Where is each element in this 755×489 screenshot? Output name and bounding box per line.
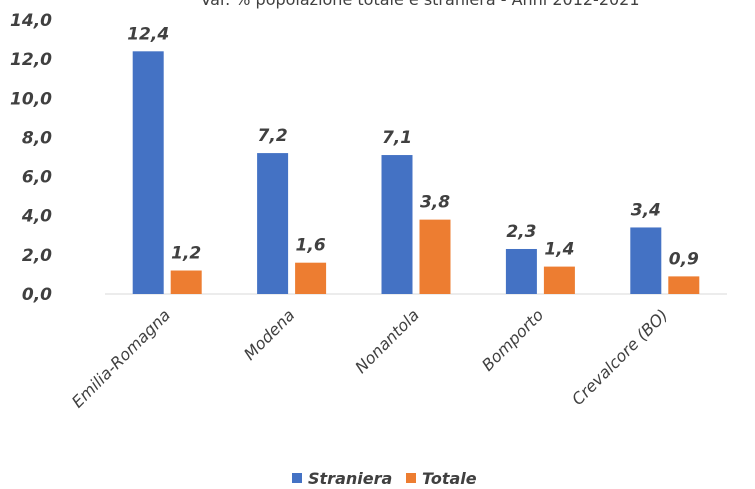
data-labels: 12,4 1,2 7,2 1,6 7,1 3,8 2,3 1,4 3,4 0,9 (127, 24, 699, 269)
legend-item-totale: Totale (406, 469, 477, 488)
legend-swatch (406, 473, 416, 483)
y-tick-label: 12,0 (10, 50, 52, 70)
bar-totale-0 (170, 270, 202, 294)
x-tick-label: Nonantola (351, 305, 423, 377)
data-label: 1,6 (296, 236, 326, 256)
bar-totale-1 (295, 262, 327, 294)
y-tick-label: 6,0 (22, 168, 52, 188)
chart-title: Var. % popolazione totale e straniera - … (200, 0, 639, 9)
data-label: 1,4 (544, 240, 574, 260)
legend-label: Straniera (308, 469, 392, 488)
legend: Straniera Totale (292, 469, 477, 488)
data-label: 7,1 (382, 128, 412, 148)
data-label: 12,4 (127, 24, 169, 44)
x-tick-label: Crevalcore (BO) (568, 305, 672, 409)
y-tick-label: 0,0 (22, 285, 52, 305)
data-label: 7,2 (258, 126, 288, 146)
y-axis: 0,0 2,0 4,0 6,0 8,0 10,0 12,0 14,0 (10, 11, 52, 305)
y-tick-label: 4,0 (21, 207, 52, 227)
data-label: 3,8 (420, 193, 450, 213)
data-label: 3,4 (631, 200, 661, 220)
bar-totale-2 (419, 219, 451, 294)
bar-totale-4 (668, 276, 700, 294)
legend-item-straniera: Straniera (292, 469, 392, 488)
bar-straniera-4 (630, 227, 662, 294)
data-label: 0,9 (669, 249, 699, 269)
bar-straniera-1 (257, 153, 289, 294)
data-label: 1,2 (171, 244, 201, 264)
x-tick-label: Bomporto (478, 305, 547, 374)
bars (132, 51, 700, 294)
x-ticks: Emilia-Romagna Modena Nonantola Bomporto Cre… (68, 305, 672, 411)
legend-label: Totale (422, 469, 477, 488)
x-tick-label: Emilia-Romagna (68, 305, 174, 411)
bar-straniera-0 (132, 51, 164, 294)
y-tick-label: 2,0 (22, 246, 52, 266)
bar-totale-3 (543, 266, 575, 294)
legend-swatch (292, 473, 302, 483)
y-tick-label: 8,0 (22, 128, 52, 148)
bar-straniera-3 (505, 248, 537, 294)
y-tick-label: 10,0 (10, 89, 52, 109)
data-label: 2,3 (506, 222, 536, 242)
bar-straniera-2 (381, 155, 413, 294)
x-tick-label: Modena (240, 305, 298, 363)
y-tick-label: 14,0 (10, 11, 52, 31)
